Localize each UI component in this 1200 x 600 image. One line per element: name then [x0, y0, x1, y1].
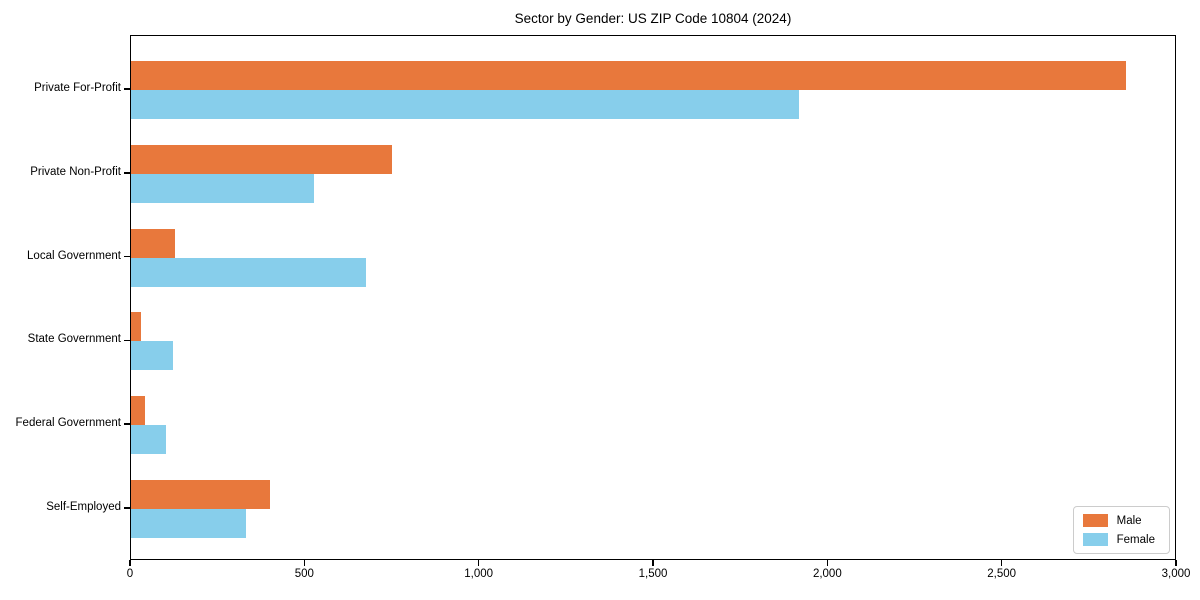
x-tick-label: 1,000	[464, 568, 494, 580]
x-tick-label: 1,500	[638, 568, 668, 580]
x-tick-mark	[826, 560, 829, 566]
bar-male-state-government	[131, 312, 142, 342]
x-tick-mark	[303, 560, 306, 566]
bar-female-self-employed	[131, 509, 246, 538]
x-tick-mark	[652, 560, 654, 566]
legend: Male Female	[1072, 506, 1170, 554]
bar-female-private-for-profit	[131, 90, 800, 119]
legend-label-male: Male	[1116, 514, 1142, 527]
legend-swatch-male	[1082, 514, 1108, 527]
bar-female-state-government	[131, 341, 173, 371]
bar-male-self-employed	[131, 480, 271, 509]
y-tick-label-private-for-profit: Private For-Profit	[34, 82, 121, 94]
y-tick-mark	[124, 255, 130, 258]
legend-swatch-female	[1082, 533, 1108, 546]
y-tick-label-private-non-profit: Private Non-Profit	[30, 165, 121, 178]
bar-female-federal-government	[131, 425, 166, 455]
x-tick-mark	[477, 560, 480, 566]
legend-item-female: Female	[1082, 533, 1155, 546]
chart-title: Sector by Gender: US ZIP Code 10804 (202…	[514, 11, 792, 26]
y-tick-mark	[124, 339, 130, 342]
y-tick-mark	[124, 88, 130, 90]
bar-female-local-government	[131, 257, 366, 287]
y-tick-label-local-government: Local Government	[27, 249, 121, 262]
x-tick-mark	[1000, 560, 1003, 566]
legend-label-female: Female	[1116, 533, 1155, 546]
bar-male-federal-government	[131, 396, 145, 426]
x-tick-label: 2,000	[812, 568, 842, 580]
y-tick-label-self-employed: Self-Employed	[46, 501, 121, 513]
x-tick-mark	[129, 560, 131, 566]
y-tick-label-state-government: State Government	[27, 333, 121, 346]
y-tick-label-federal-government: Federal Government	[15, 417, 121, 430]
bar-male-private-for-profit	[131, 61, 1127, 90]
x-tick-mark	[1175, 560, 1177, 566]
bar-male-local-government	[131, 228, 175, 258]
x-tick-label: 0	[126, 568, 134, 580]
plot-area	[130, 35, 1176, 560]
y-tick-mark	[124, 423, 130, 425]
x-tick-label: 3,000	[1161, 568, 1191, 580]
x-tick-label: 500	[294, 568, 314, 580]
bar-male-private-non-profit	[131, 144, 392, 174]
legend-item-male: Male	[1082, 514, 1155, 527]
x-tick-label: 2,500	[987, 568, 1017, 580]
bar-female-private-non-profit	[131, 173, 314, 203]
y-tick-mark	[124, 172, 130, 174]
y-tick-mark	[124, 507, 130, 509]
